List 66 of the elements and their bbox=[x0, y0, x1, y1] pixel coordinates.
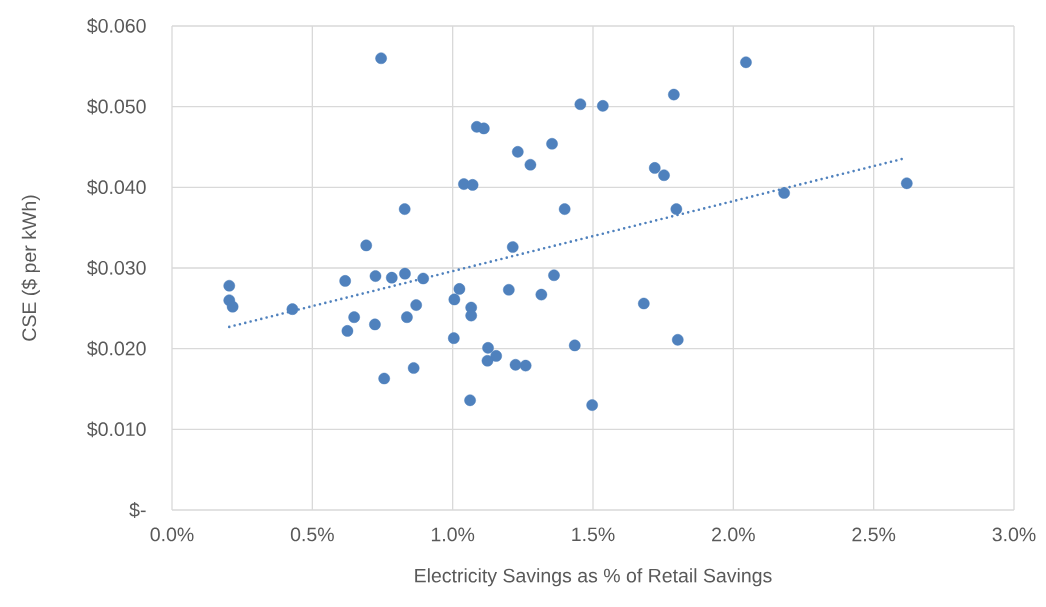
x-tick-label: 3.0% bbox=[992, 527, 1036, 542]
point bbox=[490, 350, 502, 362]
point bbox=[481, 354, 494, 367]
y-tick-label: $0.050 bbox=[87, 98, 146, 115]
point bbox=[375, 52, 387, 65]
point bbox=[519, 359, 532, 372]
point bbox=[648, 162, 661, 174]
point bbox=[478, 122, 490, 135]
point bbox=[546, 137, 558, 150]
x-tick-label: 1.0% bbox=[431, 527, 475, 542]
point bbox=[453, 283, 466, 295]
y-tick-label: $0.020 bbox=[87, 340, 146, 357]
point bbox=[670, 203, 683, 215]
point bbox=[341, 325, 354, 337]
y-axis-title: CSE ($ per kWh) bbox=[21, 195, 40, 341]
point bbox=[417, 272, 429, 285]
point bbox=[399, 267, 411, 280]
point bbox=[410, 299, 422, 311]
point bbox=[226, 300, 239, 313]
point bbox=[740, 56, 752, 69]
point bbox=[339, 275, 351, 287]
point bbox=[511, 146, 524, 158]
point bbox=[448, 332, 460, 344]
point bbox=[509, 358, 522, 371]
point bbox=[464, 394, 476, 407]
point bbox=[369, 318, 381, 331]
point bbox=[638, 297, 650, 310]
point bbox=[658, 169, 670, 182]
point bbox=[286, 303, 299, 315]
y-tick-label: $0.030 bbox=[87, 260, 146, 276]
point bbox=[503, 283, 515, 296]
point bbox=[378, 372, 390, 385]
point bbox=[348, 311, 360, 323]
point bbox=[548, 269, 560, 282]
point bbox=[360, 239, 373, 252]
y-tick-label: $- bbox=[129, 502, 146, 518]
point bbox=[778, 187, 790, 199]
point bbox=[524, 158, 537, 171]
point bbox=[574, 98, 587, 111]
point bbox=[385, 271, 398, 284]
point bbox=[369, 270, 382, 282]
point bbox=[900, 177, 913, 190]
y-tick-label: $0.040 bbox=[87, 179, 146, 196]
point bbox=[568, 339, 581, 352]
point bbox=[466, 179, 479, 191]
y-tick-label: $0.010 bbox=[87, 421, 146, 438]
x-tick-label: 0.0% bbox=[150, 527, 194, 542]
x-tick-label: 1.5% bbox=[572, 527, 615, 542]
point bbox=[407, 362, 420, 374]
x-tick-label: 0.5% bbox=[290, 527, 334, 542]
x-axis-title: Electricity Savings as % of Retail Savings bbox=[415, 568, 772, 587]
point bbox=[506, 241, 519, 253]
point bbox=[558, 203, 571, 215]
point bbox=[223, 279, 236, 292]
x-tick-label: 2.5% bbox=[852, 527, 896, 542]
x-tick-label: 2.0% bbox=[712, 527, 755, 542]
point bbox=[668, 88, 680, 101]
point bbox=[597, 100, 609, 112]
point bbox=[401, 311, 413, 323]
point bbox=[448, 293, 461, 306]
point bbox=[482, 342, 494, 354]
point bbox=[535, 288, 548, 301]
point bbox=[398, 203, 411, 215]
point bbox=[671, 333, 684, 346]
y-tick-label: $0.060 bbox=[87, 18, 146, 34]
point bbox=[586, 399, 598, 411]
